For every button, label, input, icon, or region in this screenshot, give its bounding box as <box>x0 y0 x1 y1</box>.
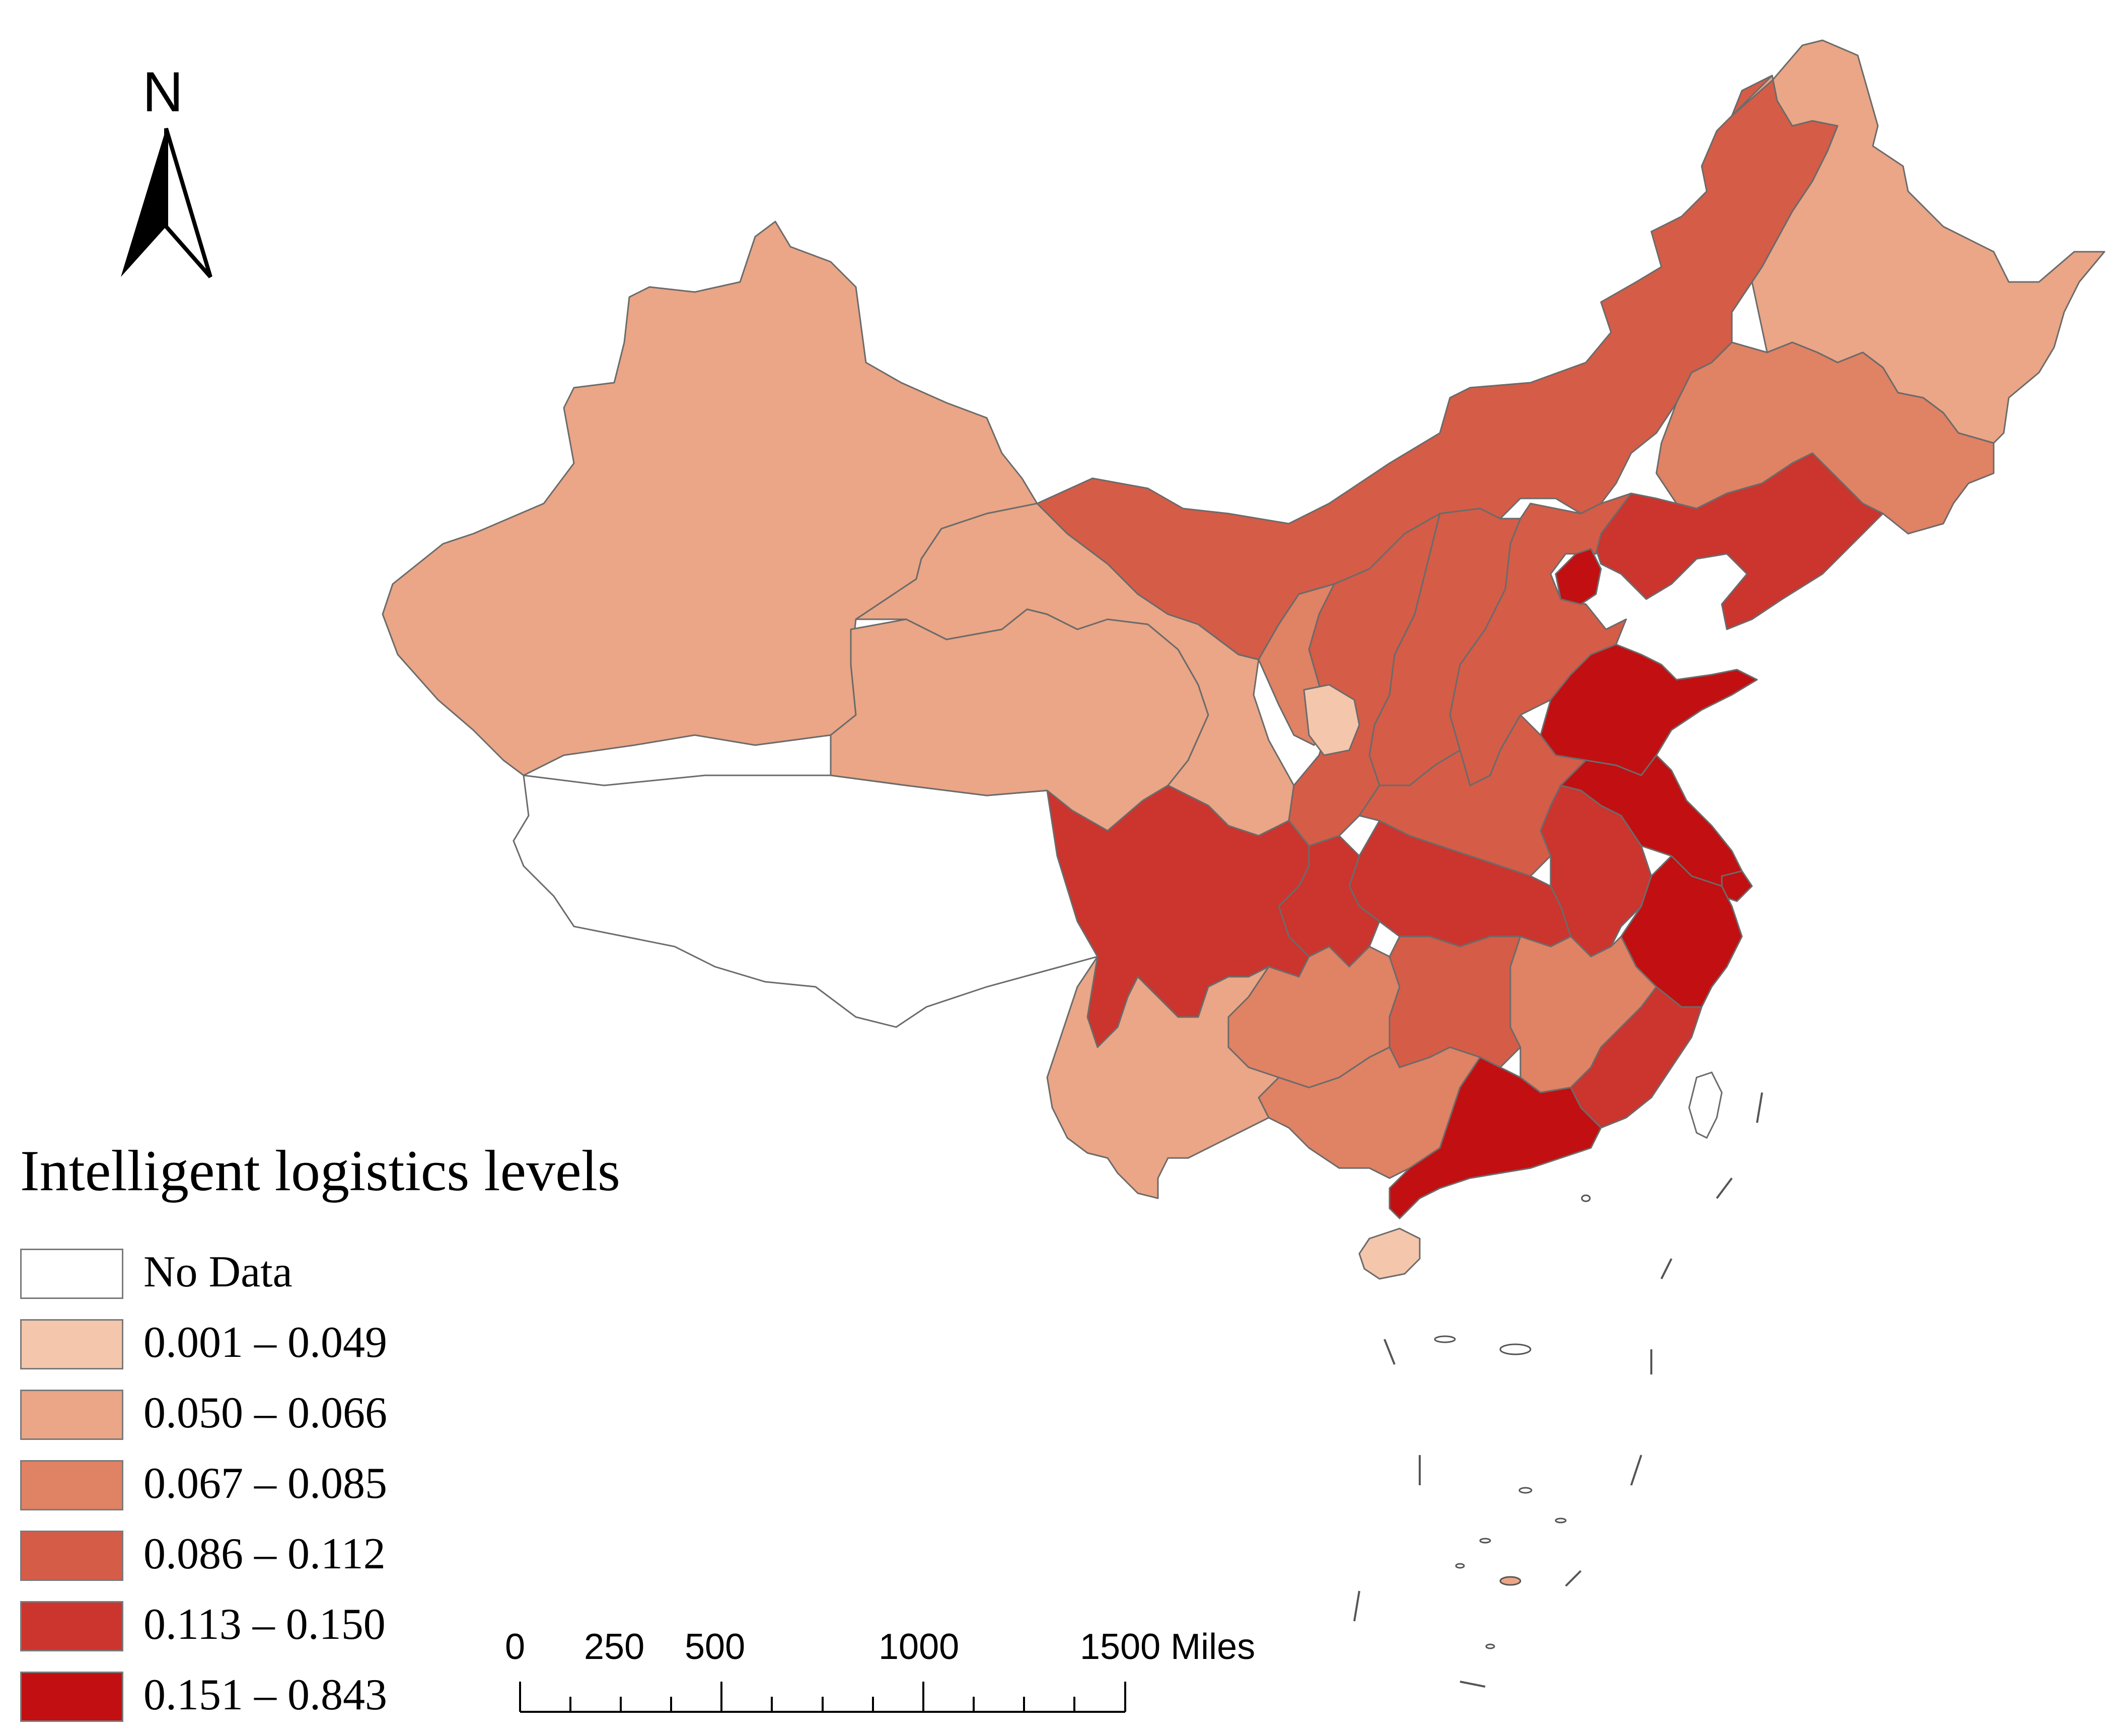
legend-item-class-4: 0.086 – 0.112 <box>20 1530 473 1586</box>
legend-swatch <box>20 1672 123 1722</box>
legend-swatch <box>20 1390 123 1440</box>
north-arrow-icon <box>121 127 212 278</box>
region-taiwan <box>1688 1071 1723 1139</box>
scale-label-500: 500 <box>685 1627 746 1667</box>
region-yunnan <box>1046 956 1280 1199</box>
legend-title: Intelligent logistics levels <box>20 1139 621 1203</box>
legend-swatch <box>20 1531 123 1581</box>
legend-swatch <box>20 1601 123 1651</box>
legend-item-class-2: 0.050 – 0.066 <box>20 1389 473 1445</box>
region-beijing <box>1555 548 1602 605</box>
legend-label: 0.151 – 0.843 <box>143 1671 387 1719</box>
scale-label-1000: 1000 <box>879 1627 960 1667</box>
region-hunan <box>1389 935 1521 1068</box>
islands <box>1434 1194 1591 1649</box>
legend-label: 0.050 – 0.066 <box>143 1389 387 1437</box>
legend-item-class-3: 0.067 – 0.085 <box>20 1459 473 1515</box>
region-guangdong <box>1389 1056 1602 1219</box>
provinces <box>382 39 2105 1280</box>
south-china-sea-boundary <box>1353 1092 1763 1688</box>
legend-item-no-data: No Data <box>20 1248 473 1304</box>
scale-label-1500: 1500 Miles <box>1080 1627 1256 1667</box>
legend-label: 0.113 – 0.150 <box>143 1600 386 1649</box>
legend-label: 0.086 – 0.112 <box>143 1530 386 1578</box>
legend-swatch <box>20 1319 123 1369</box>
legend-item-class-6: 0.151 – 0.843 <box>20 1671 473 1727</box>
legend-swatch <box>20 1249 123 1299</box>
region-hainan <box>1358 1227 1421 1280</box>
scale-label-0: 0 <box>505 1627 526 1667</box>
north-label: N <box>142 60 183 123</box>
scale-label-250: 250 <box>584 1627 645 1667</box>
scale-bar <box>519 1682 1126 1713</box>
region-jilin <box>1655 341 1995 535</box>
legend-item-class-5: 0.113 – 0.150 <box>20 1600 473 1656</box>
region-tibet <box>513 774 1099 1028</box>
region-gansu-east <box>1303 684 1360 756</box>
legend-label: No Data <box>143 1248 293 1296</box>
legend-swatch <box>20 1460 123 1510</box>
legend-item-class-1: 0.001 – 0.049 <box>20 1318 473 1375</box>
legend-label: 0.067 – 0.085 <box>143 1459 387 1508</box>
legend-label: 0.001 – 0.049 <box>143 1318 387 1367</box>
